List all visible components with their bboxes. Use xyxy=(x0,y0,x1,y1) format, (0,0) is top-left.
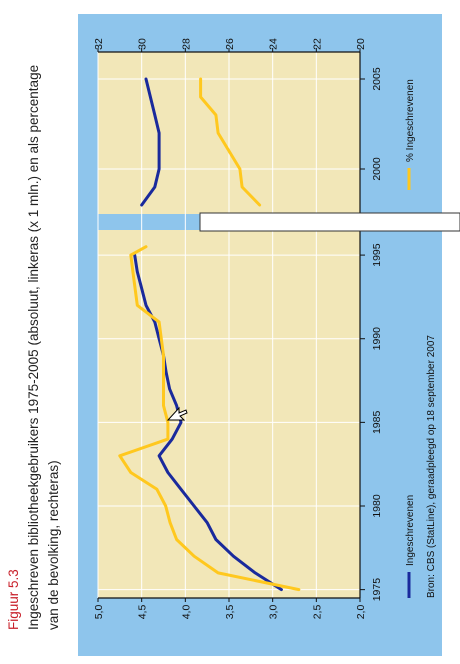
tick-labels: 2,0 2,5 3,0 3,5 4,0 4,5 5,0 20 22 24 26 28 30 32 1975 1… xyxy=(93,38,383,619)
y-left-tick-label: 5,0 xyxy=(93,605,105,620)
figure-caption-line-1: Ingeschreven bibliotheekgebruikers 1975-… xyxy=(26,65,41,630)
series-line-ingeschrevenen-segment-1 xyxy=(133,253,283,592)
y-right-tick-label: 24 xyxy=(268,38,280,50)
x-tick-label: 1975 xyxy=(371,578,383,602)
y-left-tick-label: 4,5 xyxy=(137,605,149,620)
y-left-tick-label: 2,5 xyxy=(311,605,323,620)
axes xyxy=(97,48,365,602)
legend-label-ingeschrevenen: Ingeschrevenen xyxy=(405,495,416,566)
series-line-percentage-segment-1 xyxy=(118,245,301,592)
y-right-tick-label: 30 xyxy=(137,38,149,50)
gridlines xyxy=(97,52,361,598)
y-right-tick-label: 26 xyxy=(224,38,236,50)
axis-break xyxy=(199,212,460,232)
y-right-tick-label: 28 xyxy=(180,38,192,50)
legend: Ingeschrevenen % Ingeschrevenen Bron: CB… xyxy=(405,79,437,598)
y-left-tick-label: 3,0 xyxy=(268,605,280,620)
y-left-tick-label: 2,0 xyxy=(355,605,367,620)
x-tick-label: 1990 xyxy=(371,327,383,351)
x-tick-label: 2005 xyxy=(371,67,383,91)
figure-caption-line-2: van de bevolking, rechteras) xyxy=(46,460,61,630)
legend-label-percentage: % Ingeschrevenen xyxy=(405,79,416,162)
caption-block: Figuur 5.3 Ingeschreven bibliotheekgebru… xyxy=(6,65,61,630)
series-lines xyxy=(118,77,301,592)
x-tick-label: 2000 xyxy=(371,157,383,181)
x-tick-label: 1980 xyxy=(371,494,383,518)
y-right-tick-label: 22 xyxy=(311,38,323,50)
series-line-percentage-segment-2 xyxy=(199,77,262,207)
x-tick-label: 1985 xyxy=(371,411,383,435)
y-left-tick-label: 3,5 xyxy=(224,605,236,620)
y-left-tick-label: 4,0 xyxy=(180,605,192,620)
y-right-tick-label: 32 xyxy=(93,38,105,50)
mouse-cursor-icon xyxy=(166,406,188,421)
series-line-ingeschrevenen-segment-2 xyxy=(140,77,161,207)
figure-label: Figuur 5.3 xyxy=(6,569,21,630)
y-right-tick-label: 20 xyxy=(355,38,367,50)
source-note: Bron: CBS (StatLine), geraadpleegd op 18… xyxy=(426,335,437,598)
x-tick-label: 1995 xyxy=(371,243,383,267)
